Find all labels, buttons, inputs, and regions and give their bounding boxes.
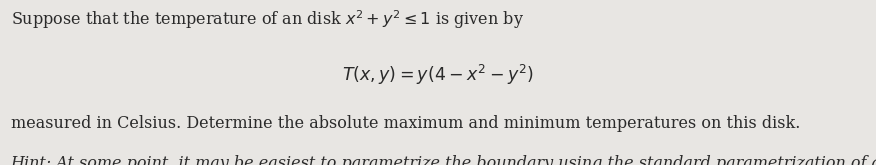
Text: measured in Celsius. Determine the absolute maximum and minimum temperatures on : measured in Celsius. Determine the absol…	[11, 115, 800, 132]
Text: Hint: At some point, it may be easiest to parametrize the boundary using the sta: Hint: At some point, it may be easiest t…	[11, 155, 876, 165]
Text: $T(x, y) = y(4 - x^2 - y^2)$: $T(x, y) = y(4 - x^2 - y^2)$	[343, 63, 533, 87]
Text: Suppose that the temperature of an disk $x^2 + y^2 \leq 1$ is given by: Suppose that the temperature of an disk …	[11, 8, 524, 31]
